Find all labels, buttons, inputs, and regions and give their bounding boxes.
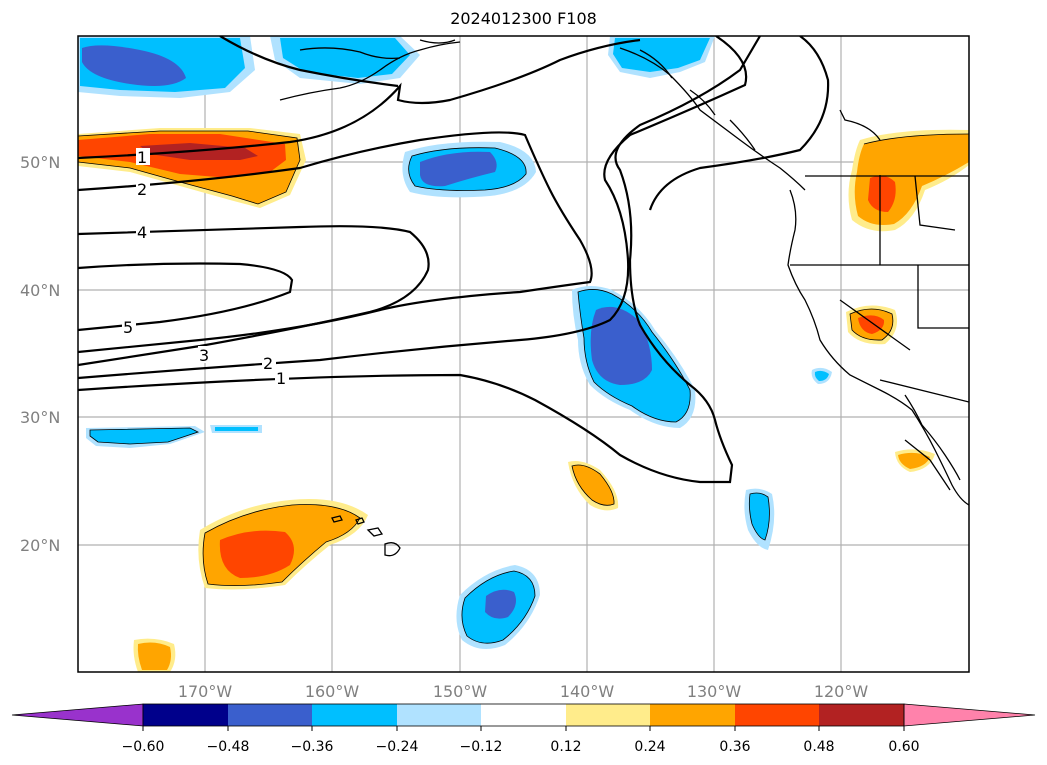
hawaiian-islands — [331, 515, 401, 557]
contour-labels: 1 2 4 5 3 2 1 — [122, 148, 289, 388]
contour-line-outer-west — [219, 36, 399, 88]
map-title: 2024012300 F108 — [450, 9, 597, 28]
contour-line-2-west — [78, 36, 748, 380]
contour-line-4 — [78, 225, 430, 367]
colorbar-segment — [903, 703, 1036, 727]
colorbar: −0.60 −0.48 −0.36 −0.24 −0.12 0.12 0.24 … — [11, 703, 1036, 755]
contour-label: 1 — [137, 148, 147, 167]
lon-label: 170°W — [178, 682, 233, 701]
lat-label: 20°N — [20, 536, 60, 555]
contour-label: 2 — [263, 354, 273, 373]
alaska-coast — [279, 41, 461, 101]
contour-line-2-north — [78, 131, 593, 354]
colorbar-segment — [11, 703, 144, 727]
lat-label: 40°N — [20, 281, 60, 300]
lon-label: 150°W — [433, 682, 488, 701]
colorbar-segment — [566, 704, 650, 726]
contour-lines — [78, 36, 830, 484]
colorbar-tick-label: 0.36 — [719, 739, 750, 755]
colorbar-segment — [735, 704, 819, 726]
contour-label: 1 — [276, 369, 286, 388]
latitude-labels: 50°N 40°N 30°N 20°N — [20, 153, 60, 555]
lat-label: 30°N — [20, 408, 60, 427]
colorbar-segment — [650, 704, 735, 726]
colorbar-segment — [819, 704, 904, 726]
lon-label: 140°W — [560, 682, 615, 701]
contour-line-5 — [78, 262, 294, 332]
colorbar-tick-label: −0.48 — [207, 739, 250, 755]
colorbar-tick-label: 0.12 — [550, 739, 581, 755]
contour-line-1-north — [78, 38, 641, 160]
baja-coast — [904, 394, 961, 481]
us-west-coast — [787, 189, 969, 506]
alaska-inlets — [639, 49, 756, 151]
lon-label: 130°W — [687, 682, 742, 701]
map-plot-area — [78, 36, 969, 672]
colorbar-tick-label: 0.48 — [803, 739, 834, 755]
colorbar-tick-label: −0.12 — [460, 739, 503, 755]
contour-label: 2 — [137, 180, 147, 199]
colorbar-segment — [397, 704, 481, 726]
longitude-labels: 170°W 160°W 150°W 140°W 130°W 120°W — [178, 682, 869, 701]
lon-label: 160°W — [305, 682, 360, 701]
colorbar-segment — [312, 704, 397, 726]
state-borders — [790, 109, 969, 403]
contour-label: 3 — [199, 346, 209, 365]
contour-line-1-south — [78, 36, 761, 484]
coastlines — [279, 39, 969, 506]
colorbar-segment — [228, 704, 312, 726]
contour-line-east — [648, 36, 830, 211]
thin-contours — [78, 130, 969, 644]
colorbar-tick-label: −0.24 — [376, 739, 419, 755]
colorbar-tick-label: −0.36 — [291, 739, 334, 755]
contour-label: 5 — [123, 318, 133, 337]
lon-label: 120°W — [814, 682, 869, 701]
sonora-coast — [904, 439, 951, 491]
bc-coast — [619, 47, 806, 191]
colorbar-tick-label: −0.60 — [122, 739, 165, 755]
lat-label: 50°N — [20, 153, 60, 172]
colorbar-segment — [481, 704, 566, 726]
colorbar-segment — [143, 704, 228, 726]
shaded-anomaly-regions — [78, 36, 969, 672]
colorbar-tick-label: 0.60 — [888, 739, 919, 755]
map-frame — [77, 35, 970, 673]
colorbar-tick-label: 0.24 — [634, 739, 665, 755]
contour-label: 4 — [137, 223, 147, 242]
